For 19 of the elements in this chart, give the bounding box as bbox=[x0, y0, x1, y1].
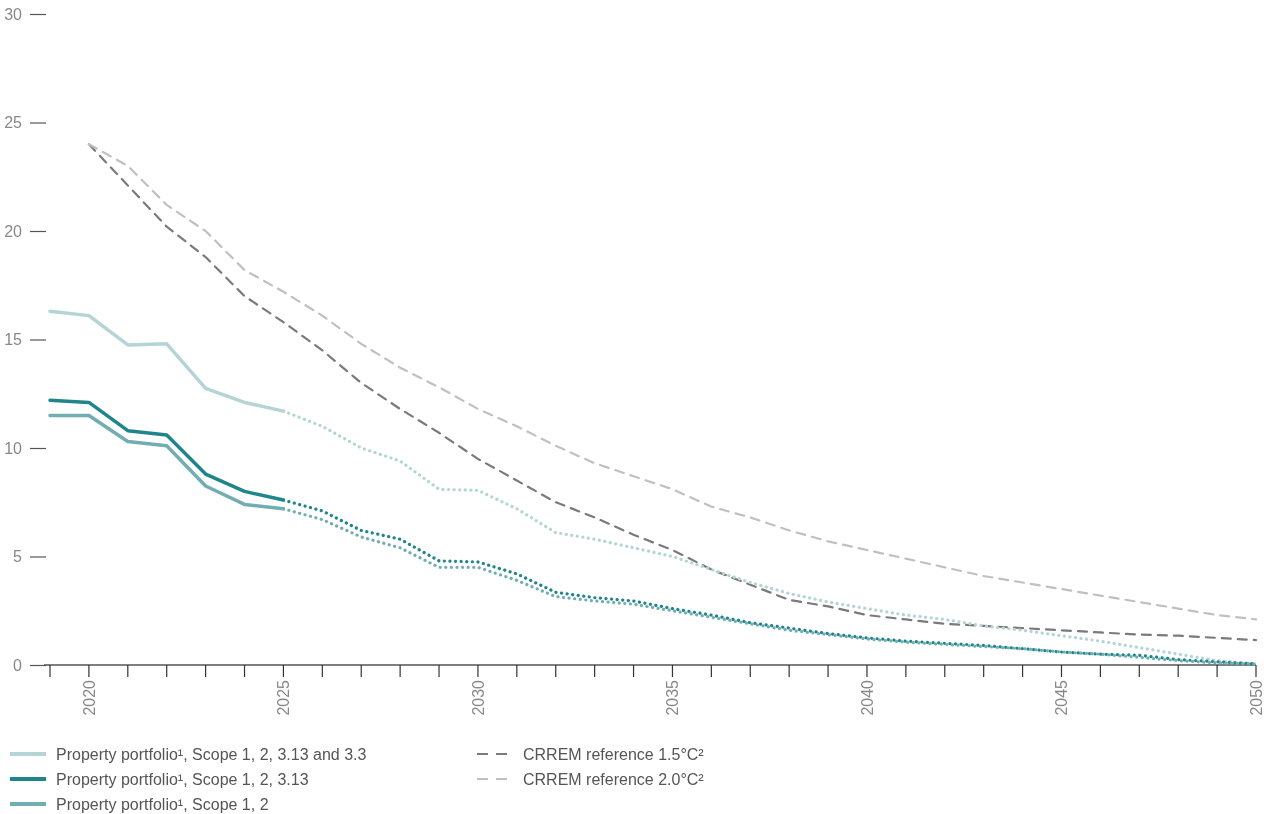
x-tick-label: 2020 bbox=[80, 679, 98, 716]
y-tick-label: 15 bbox=[4, 331, 23, 349]
legend-label: Property portfolio¹, Scope 1, 2 bbox=[56, 795, 269, 813]
x-tick-label: 2025 bbox=[275, 679, 293, 716]
legend-label: CRREM reference 1.5°C² bbox=[523, 745, 705, 763]
x-tick-label: 2050 bbox=[1247, 679, 1265, 716]
x-tick-label: 2030 bbox=[469, 679, 487, 716]
y-tick-label: 25 bbox=[4, 114, 23, 132]
legend-label: CRREM reference 2.0°C² bbox=[523, 770, 705, 788]
x-tick-label: 2045 bbox=[1053, 679, 1071, 716]
legend-label: Property portfolio¹, Scope 1, 2, 3.13 and 3.3 bbox=[56, 745, 367, 763]
x-tick-label: 2035 bbox=[664, 679, 682, 716]
y-tick-label: 10 bbox=[4, 439, 23, 457]
y-tick-label: 5 bbox=[13, 548, 23, 566]
x-tick-label: 2040 bbox=[858, 679, 876, 716]
y-tick-label: 20 bbox=[4, 222, 23, 240]
y-tick-label: 30 bbox=[4, 5, 23, 23]
legend-label: Property portfolio¹, Scope 1, 2, 3.13 bbox=[56, 770, 309, 788]
y-tick-label: 0 bbox=[13, 656, 23, 674]
